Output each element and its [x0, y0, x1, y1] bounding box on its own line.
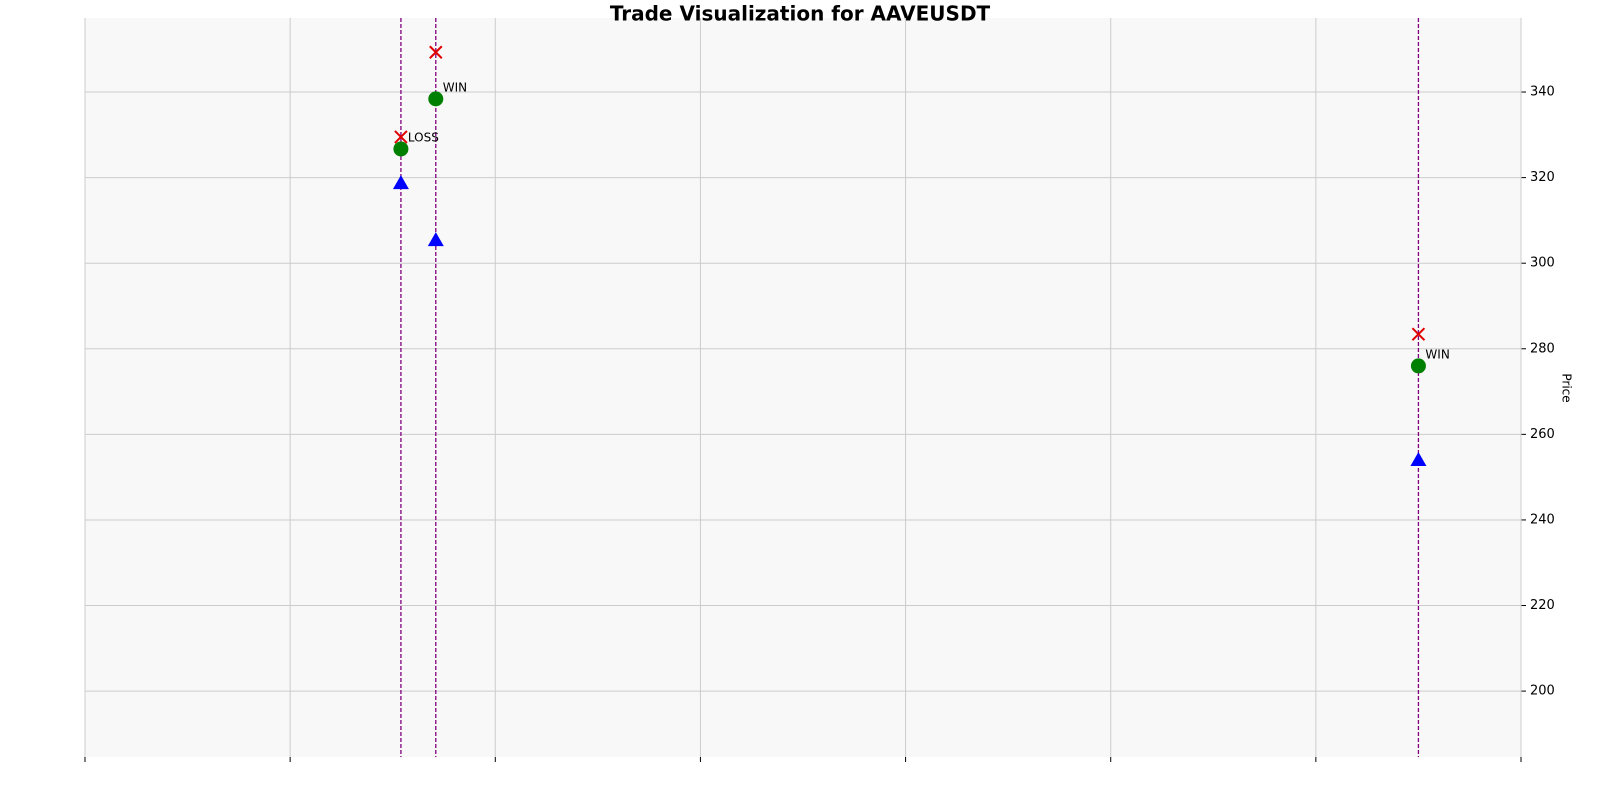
trade-result: WIN	[1425, 347, 1449, 361]
y-tick-label: 300	[1530, 256, 1555, 271]
exit-marker	[393, 141, 409, 157]
chart-title: Trade Visualization for AAVEUSDT	[610, 2, 991, 26]
target-marker	[429, 45, 443, 59]
y-axis-label: Price	[1560, 373, 1574, 402]
y-tick-label: 320	[1530, 170, 1555, 185]
plot-area	[85, 18, 1521, 757]
y-tick-label: 240	[1530, 512, 1555, 527]
y-tick-label: 280	[1530, 341, 1555, 356]
target-marker	[1411, 327, 1426, 341]
entry-marker	[392, 175, 409, 190]
exit-marker	[428, 91, 444, 107]
exit-marker	[1410, 358, 1426, 374]
y-tick-label: 220	[1530, 598, 1555, 613]
y-tick-label: 200	[1530, 684, 1555, 699]
y-tick-label: 340	[1530, 85, 1555, 100]
target-marker	[394, 130, 408, 144]
y-tick-label: 260	[1530, 427, 1555, 442]
trade-result: LOSS	[408, 130, 439, 144]
entry-marker	[427, 232, 444, 247]
trade-result: WIN	[443, 80, 467, 94]
entry-marker	[1410, 452, 1427, 467]
